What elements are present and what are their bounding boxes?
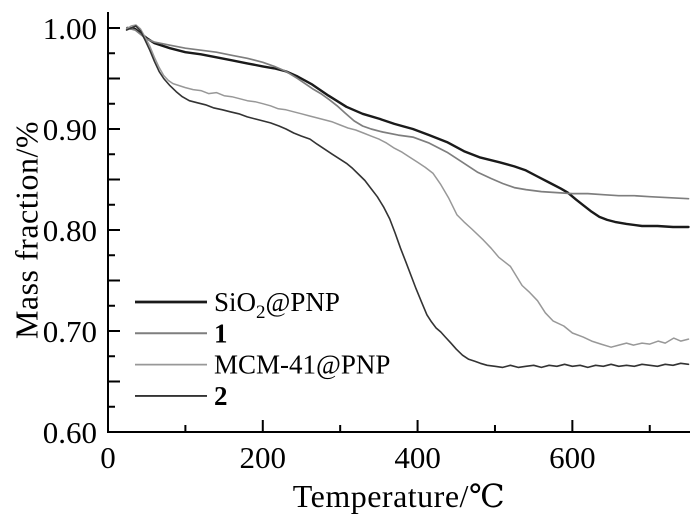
y-tick-label: 0.80	[43, 213, 97, 248]
legend-label-mcm-41-pnp: MCM-41@PNP	[214, 350, 390, 380]
x-tick-label: 0	[100, 440, 116, 475]
series-curve-mcm-41-pnp	[125, 24, 690, 348]
y-axis-title: Mass fraction/%	[8, 120, 45, 340]
y-tick-label: 0.90	[43, 112, 97, 147]
legend-label-sio2-pnp: SiO2@PNP	[214, 287, 340, 323]
series-curve-1	[126, 27, 690, 200]
x-tick-label: 600	[549, 440, 596, 475]
y-tick-label: 0.70	[43, 314, 97, 349]
y-tick-label: 1.00	[43, 11, 97, 46]
y-tick-label: 0.60	[43, 415, 97, 450]
legend-label-2: 2	[214, 381, 228, 411]
legend-label-1: 1	[214, 318, 228, 348]
x-tick-label: 400	[394, 440, 441, 475]
x-axis-title: Temperature/℃	[292, 478, 506, 514]
x-tick-label: 200	[240, 440, 287, 475]
series-curve-2	[125, 25, 690, 369]
series-curve-sio2-pnp	[126, 26, 690, 229]
